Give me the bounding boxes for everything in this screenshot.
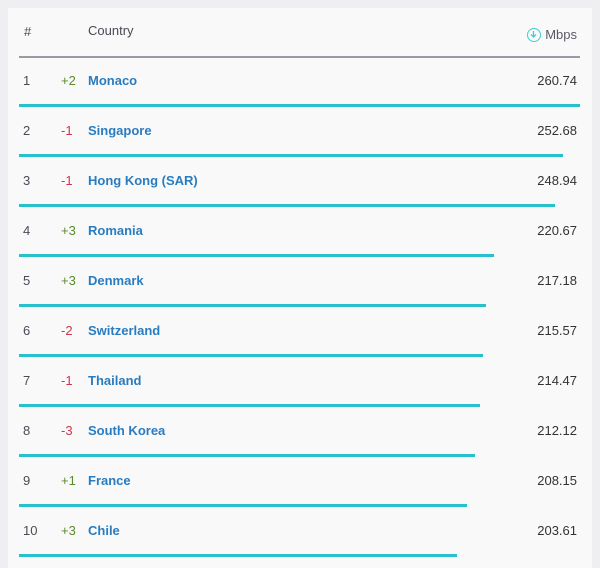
rank-change: +1 [61,473,76,488]
speed-bar [19,404,481,407]
country-link[interactable]: Singapore [88,123,152,138]
speed-value: 248.94 [537,173,577,188]
rank: 8 [23,423,31,438]
table-row: 7 -1 Thailand 214.47 [19,358,580,408]
speed-bar [19,554,458,557]
speed-value: 214.47 [537,373,577,388]
country-link[interactable]: Denmark [88,273,144,288]
speed-value: 260.74 [537,73,577,88]
speed-unit-label: Mbps [545,27,577,42]
table-row: 10 +3 Chile 203.61 [19,508,580,558]
speed-value: 208.15 [537,473,577,488]
rank-change: -1 [61,173,73,188]
table-row: 3 -1 Hong Kong (SAR) 248.94 [19,158,580,208]
rank-change: +3 [61,223,76,238]
table-row: 9 +1 France 208.15 [19,458,580,508]
rank-change: -1 [61,123,73,138]
speed-bar [19,254,494,257]
speed-column-header[interactable]: Mbps [527,27,577,42]
country-link[interactable]: Switzerland [88,323,161,338]
table-row: 8 -3 South Korea 212.12 [19,408,580,458]
rank-change: +3 [61,273,76,288]
table-row: 4 +3 Romania 220.67 [19,208,580,258]
rank: 2 [23,123,31,138]
rank: 3 [23,173,31,188]
table-header: # Country Mbps [19,8,580,58]
rank-change: -2 [61,323,73,338]
rank: 5 [23,273,31,288]
country-link[interactable]: Hong Kong (SAR) [88,173,198,188]
table-row: 5 +3 Denmark 217.18 [19,258,580,308]
country-link[interactable]: Thailand [88,373,142,388]
speed-bar [19,304,487,307]
speed-value: 215.57 [537,323,577,338]
rank: 4 [23,223,31,238]
rank: 9 [23,473,31,488]
rank: 1 [23,73,31,88]
download-icon [527,27,542,42]
rank-column-header: # [24,24,32,39]
rank-change: -1 [61,373,73,388]
speed-bar [19,204,555,207]
country-column-header: Country [88,23,134,38]
ranking-rows: 1 +2 Monaco 260.74 2 -1 Singapore 252.68 3 -1 Hong… [19,58,580,558]
table-row: 1 +2 Monaco 260.74 [19,58,580,108]
rank-change: -3 [61,423,73,438]
speed-value: 217.18 [537,273,577,288]
rank-change: +3 [61,523,76,538]
speed-value: 220.67 [537,223,577,238]
speed-value: 212.12 [537,423,577,438]
table-row: 6 -2 Switzerland 215.57 [19,308,580,358]
speed-bar [19,354,483,357]
speed-value: 252.68 [537,123,577,138]
speed-ranking-table: # Country Mbps 1 +2 Monaco 260.74 2 -1 Singapo… [8,8,592,568]
rank: 10 [23,523,38,538]
rank: 6 [23,323,31,338]
rank: 7 [23,373,31,388]
country-link[interactable]: Monaco [88,73,138,88]
speed-value: 203.61 [537,523,577,538]
table-row: 2 -1 Singapore 252.68 [19,108,580,158]
country-link[interactable]: South Korea [88,423,166,438]
speed-bar [19,504,467,507]
country-link[interactable]: France [88,473,131,488]
speed-bar [19,104,580,107]
country-link[interactable]: Romania [88,223,143,238]
speed-bar [19,454,476,457]
rank-change: +2 [61,73,76,88]
speed-bar [19,154,563,157]
country-link[interactable]: Chile [88,523,120,538]
